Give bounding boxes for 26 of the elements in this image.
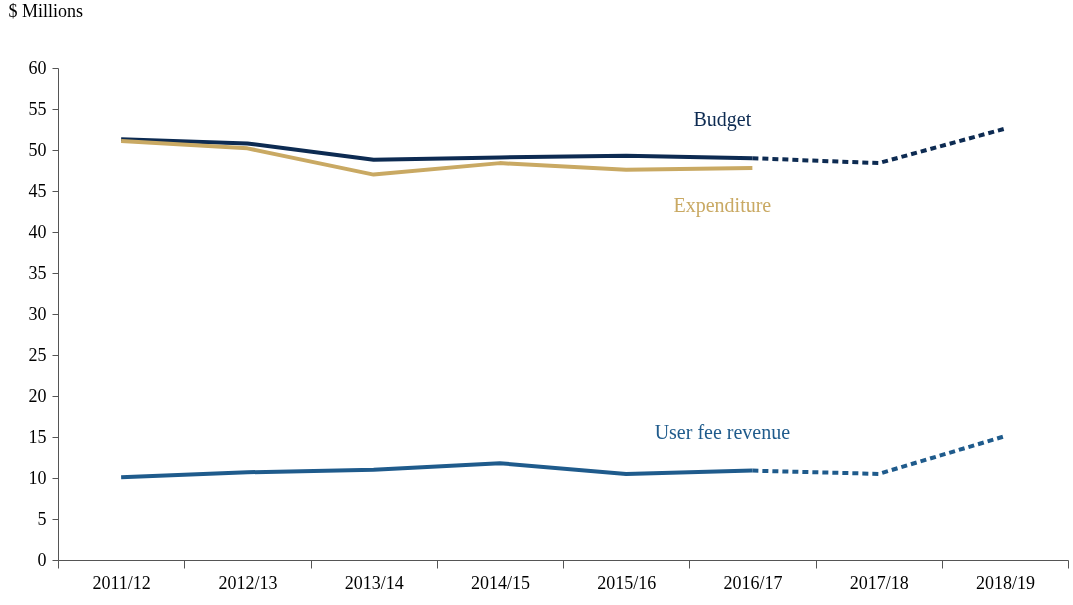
x-tick-label: 2018/19 (975, 572, 1035, 593)
y-tick-label: 0 (37, 549, 47, 570)
y-tick-label: 30 (28, 303, 47, 324)
y-tick-label: 25 (28, 344, 47, 365)
series-label: User fee revenue (654, 420, 791, 443)
series-label: Budget (693, 108, 752, 132)
x-tick-label: 2014/15 (470, 572, 530, 593)
y-tick-label: 10 (28, 467, 47, 488)
x-tick-label: 2015/16 (597, 572, 657, 593)
x-tick-label: 2011/12 (92, 572, 151, 593)
line-series (119, 138, 755, 177)
y-tick-label: 35 (28, 262, 47, 283)
y-tick-label: 55 (28, 98, 47, 119)
y-tick-label: 60 (28, 57, 47, 78)
y-tick-label: 50 (28, 139, 47, 160)
y-tick-label: 20 (28, 385, 47, 406)
x-tick-label: 2013/14 (344, 572, 404, 593)
x-tick-label: 2012/13 (218, 572, 278, 593)
y-tick-label: 5 (37, 508, 47, 529)
y-tick-label: 15 (28, 426, 47, 447)
y-tick-label: 45 (28, 180, 47, 201)
x-tick-label: 2017/18 (849, 572, 909, 593)
x-tick-label: 2016/17 (723, 572, 783, 593)
y-tick-label: 40 (28, 221, 47, 242)
series-label: Expenditure (673, 194, 772, 218)
y-axis-title: $ Millions (8, 0, 84, 21)
